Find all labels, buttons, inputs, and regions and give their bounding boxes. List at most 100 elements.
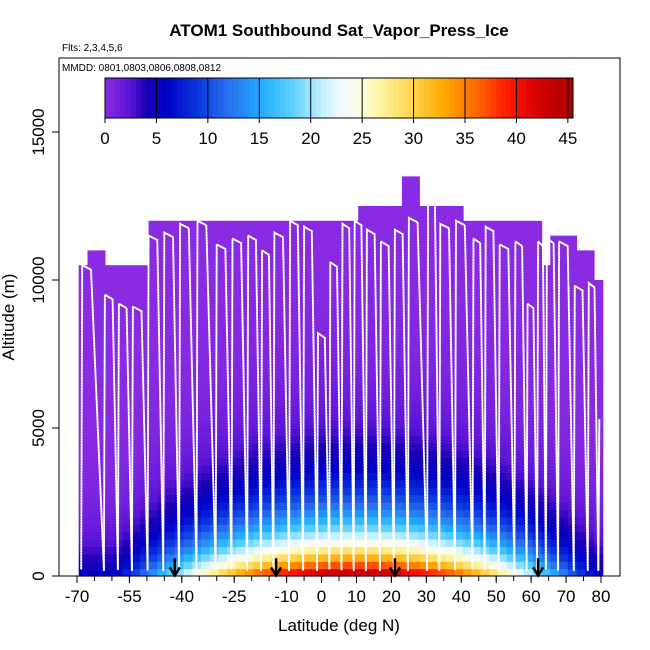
heatmap-cell [332, 376, 342, 385]
heatmap-cell [244, 435, 254, 444]
heatmap-cell [585, 502, 595, 510]
heatmap-cell [96, 376, 106, 385]
heatmap-cell [314, 294, 324, 303]
heatmap-cell [218, 561, 228, 570]
heatmap-cell [201, 472, 211, 481]
heatmap-cell [506, 539, 516, 547]
heatmap-cell [131, 487, 141, 496]
heatmap-cell [524, 309, 534, 318]
heatmap-cell [262, 235, 272, 244]
heatmap-cell [227, 568, 237, 577]
heatmap-cell [314, 442, 324, 451]
heatmap-cell [253, 235, 263, 244]
heatmap-cell [410, 228, 420, 237]
heatmap-cell [218, 479, 228, 488]
heatmap-cell [550, 398, 560, 407]
heatmap-cell [78, 361, 88, 370]
heatmap-cell [122, 546, 132, 555]
heatmap-cell [87, 346, 97, 355]
heatmap-cell [436, 294, 447, 303]
heatmap-cell [122, 509, 132, 518]
heatmap-cell [314, 494, 324, 503]
heatmap-cell [235, 302, 246, 311]
heatmap-cell [218, 287, 228, 296]
heatmap-cell [314, 220, 324, 229]
heatmap-cell [410, 257, 420, 266]
heatmap-cell [497, 228, 508, 237]
heatmap-cell [166, 531, 176, 540]
heatmap-cell [235, 317, 246, 325]
heatmap-cell [148, 531, 158, 540]
heatmap-cell [244, 450, 254, 459]
heatmap-cell [471, 257, 481, 266]
heatmap-cell [262, 405, 272, 414]
heatmap-cell [585, 317, 595, 325]
heatmap-cell [436, 302, 447, 311]
heatmap-cell [340, 339, 350, 348]
colorbar-swatch [429, 78, 435, 118]
heatmap-cell [576, 568, 586, 577]
heatmap-cell [515, 391, 525, 399]
heatmap-cell [183, 265, 193, 274]
heatmap-cell [550, 509, 560, 518]
heatmap-cell [524, 228, 534, 237]
heatmap-cell [489, 516, 499, 525]
heatmap-cell [78, 339, 88, 348]
heatmap-cell [585, 494, 595, 503]
heatmap-cell [401, 235, 412, 244]
flight-profile-line [316, 331, 331, 572]
colorbar-swatch [187, 78, 193, 118]
heatmap-cell [78, 494, 88, 503]
heatmap-cell [366, 250, 377, 259]
heatmap-cell [166, 420, 176, 429]
heatmap-cell [410, 206, 420, 214]
heatmap-cell [576, 502, 586, 510]
heatmap-cell [585, 435, 595, 444]
heatmap-cell [279, 487, 289, 496]
heatmap-cell [288, 531, 298, 540]
heatmap-cell [131, 280, 141, 288]
heatmap-cell [157, 257, 167, 266]
heatmap-cell [497, 339, 508, 348]
heatmap-cell [497, 272, 508, 281]
heatmap-cell [375, 228, 385, 237]
heatmap-cell [288, 516, 298, 525]
heatmap-cell [78, 428, 88, 436]
heatmap-cell [410, 265, 420, 274]
heatmap-cell [87, 442, 97, 451]
heatmap-cell [454, 213, 464, 222]
heatmap-cell [419, 391, 429, 399]
heatmap-cell [78, 546, 88, 555]
heatmap-cell [104, 354, 115, 362]
heatmap-cell [139, 354, 150, 362]
heatmap-cell [393, 376, 403, 385]
colorbar-swatch [166, 78, 173, 118]
heatmap-cell [235, 294, 246, 303]
heatmap-cell [201, 243, 211, 251]
heatmap-cell [96, 354, 106, 362]
heatmap-cell [471, 346, 481, 355]
heatmap-cell [375, 220, 385, 229]
heatmap-cell [104, 494, 115, 503]
heatmap-cell [358, 487, 368, 496]
heatmap-cell [489, 524, 499, 533]
heatmap-cell [393, 398, 403, 407]
heatmap-cell [419, 339, 429, 348]
heatmap-cell [270, 391, 281, 399]
heatmap-cell [244, 420, 254, 429]
heatmap-cell [506, 331, 516, 340]
heatmap-cell [410, 420, 420, 429]
heatmap-cell [393, 339, 403, 348]
heatmap-cell [87, 391, 97, 399]
heatmap-cell [567, 568, 578, 577]
heatmap-cell [183, 479, 193, 488]
heatmap-cell [401, 213, 412, 222]
heatmap-cell [454, 546, 464, 555]
heatmap-cell [454, 220, 464, 229]
heatmap-cell [384, 383, 394, 392]
heatmap-cell [131, 354, 141, 362]
heatmap-layer [78, 176, 604, 577]
x-tick-label: 80 [592, 587, 611, 606]
heatmap-cell [270, 516, 281, 525]
heatmap-cell [358, 479, 368, 488]
